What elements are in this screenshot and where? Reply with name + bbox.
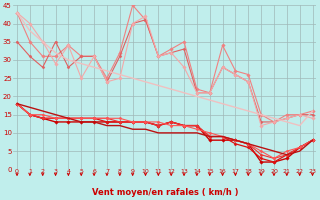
X-axis label: Vent moyen/en rafales ( km/h ): Vent moyen/en rafales ( km/h ) — [92, 188, 238, 197]
